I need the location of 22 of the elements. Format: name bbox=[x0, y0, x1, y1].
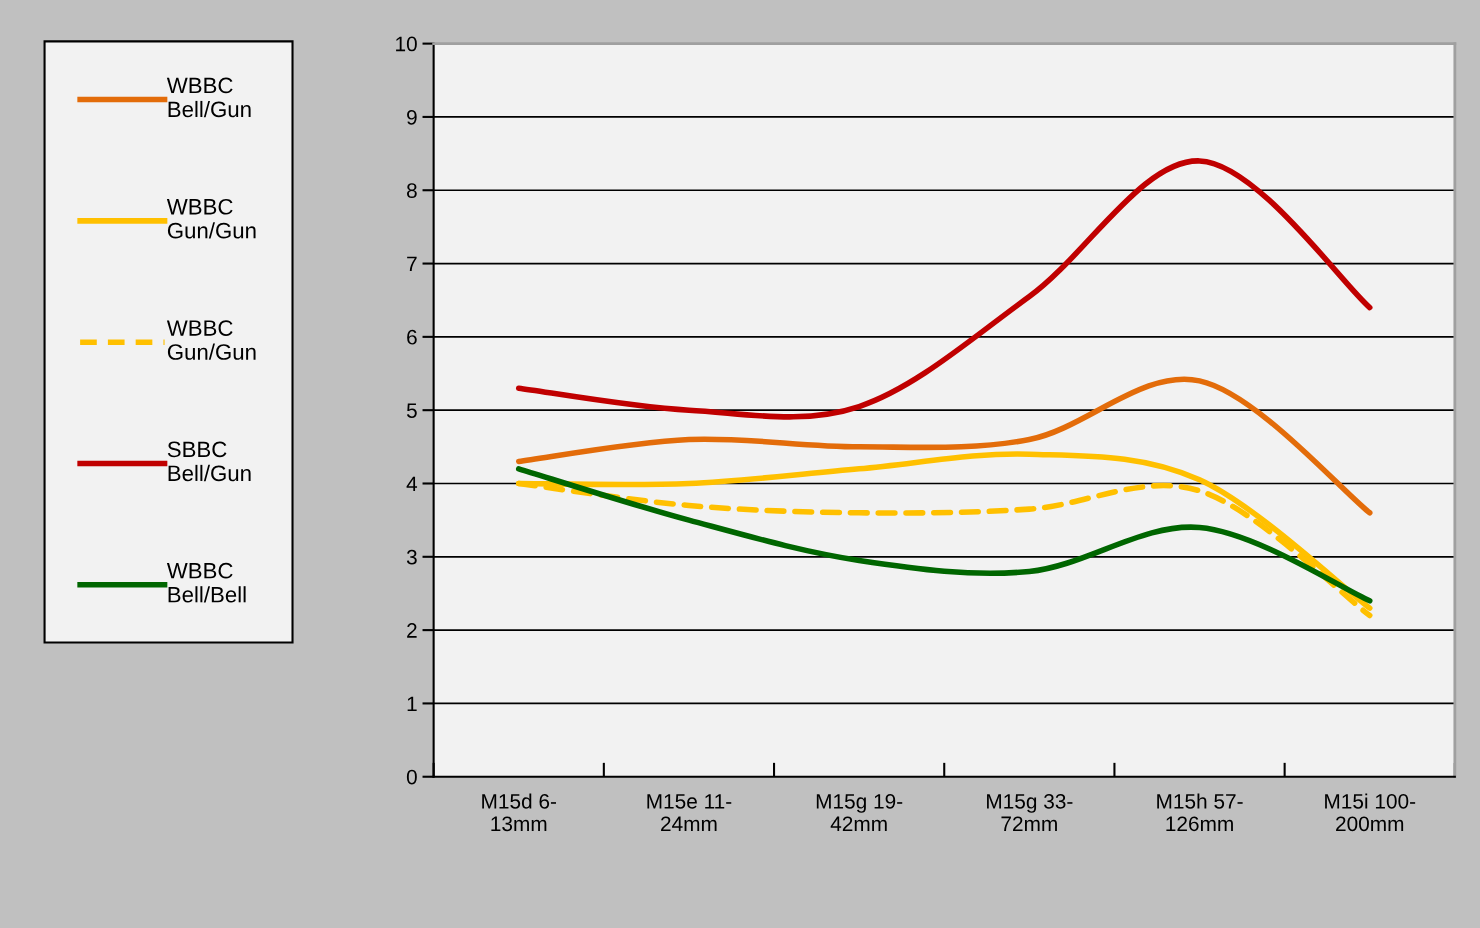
legend-label: WBBC Gun/Gun bbox=[166, 198, 256, 239]
y-tick-label: 9 bbox=[407, 109, 417, 125]
y-tick-label: 5 bbox=[406, 403, 417, 418]
x-tick-label: M15h 57- 126mm bbox=[1157, 793, 1243, 832]
legend-label: SBBC Bell/Gun bbox=[167, 441, 251, 482]
y-tick-label: 8 bbox=[406, 183, 417, 198]
x-tick-label: M15g 19- 42mm bbox=[816, 793, 903, 831]
y-tick-label: 7 bbox=[407, 256, 417, 272]
y-tick-label: 4 bbox=[406, 476, 418, 492]
y-tick-label: 6 bbox=[407, 329, 417, 345]
y-tick-label: 1 bbox=[407, 696, 417, 711]
x-tick-label: M15i 100- 200mm bbox=[1325, 793, 1416, 832]
y-tick-label: 10 bbox=[396, 36, 417, 52]
x-tick-label: M15d 6- 13mm bbox=[482, 793, 557, 832]
legend-label: WBBC Bell/Gun bbox=[166, 77, 251, 118]
y-tick-label: 0 bbox=[406, 769, 417, 785]
x-tick-label: M15g 33- 72mm bbox=[987, 793, 1073, 831]
y-tick-label: 3 bbox=[406, 549, 417, 565]
x-tick-label: M15e 11- 24mm bbox=[647, 794, 732, 831]
legend-label: WBBC Gun/Gun bbox=[166, 320, 256, 360]
y-tick-label: 2 bbox=[407, 623, 417, 638]
legend-label: WBBC Bell/Bell bbox=[166, 562, 246, 603]
